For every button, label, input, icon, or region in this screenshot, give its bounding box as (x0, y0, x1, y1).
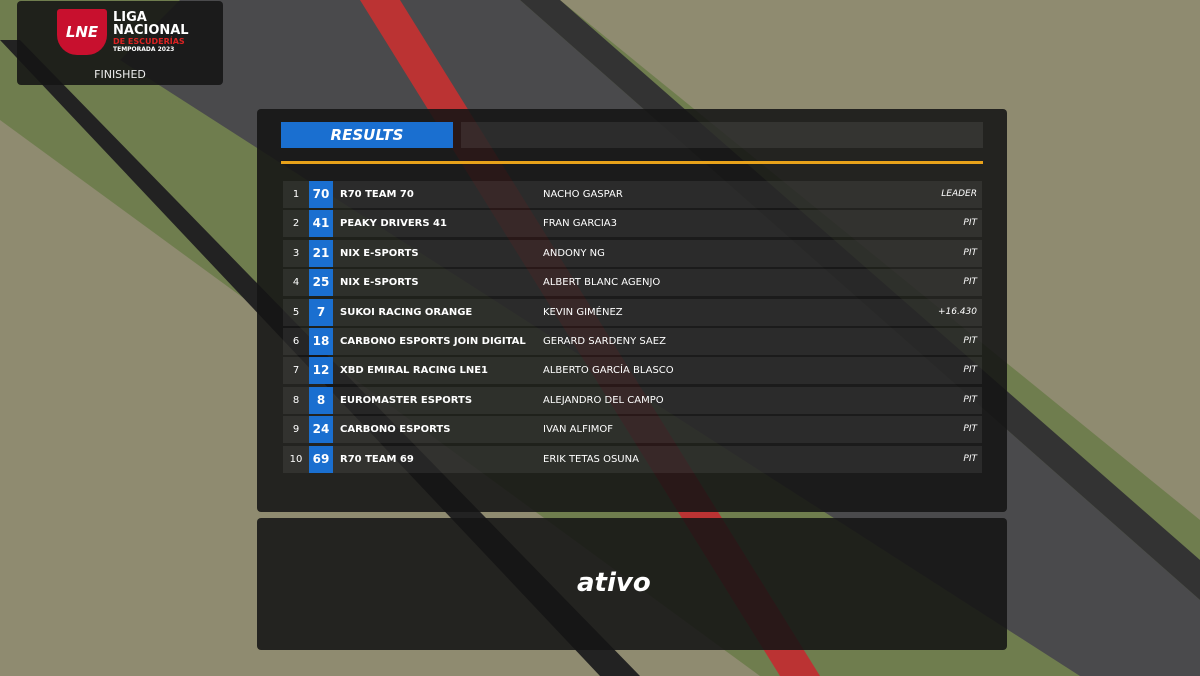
car-number: 12 (309, 357, 333, 385)
car-number: 69 (309, 445, 333, 473)
car-number: 7 (309, 298, 333, 326)
team-name: NIX E-SPORTS (340, 247, 419, 259)
result-row: 3 21 NIX E-SPORTS ANDONY NG PIT (283, 239, 982, 267)
result-row: 7 12 XBD EMIRAL RACING LNE1 ALBERTO GARCÍA … (283, 357, 982, 385)
position: 1 (292, 189, 300, 200)
car-number: 8 (309, 386, 333, 414)
gap-status: PIT (963, 336, 977, 346)
driver-name: ALBERT BLANC AGENJO (543, 277, 661, 289)
driver-name: ERIK TETAS OSUNA (543, 453, 639, 465)
team-name: SUKOI RACING ORANGE (340, 306, 473, 318)
car-number: 70 (309, 181, 333, 208)
driver-name: ANDONY NG (543, 247, 605, 259)
driver-name: GERARD SARDENY SAEZ (543, 336, 666, 347)
team-name: NIX E-SPORTS (340, 277, 419, 289)
position: 6 (292, 336, 300, 347)
driver-name: NACHO GASPAR (543, 189, 623, 200)
league-logo: LNE (57, 9, 107, 55)
result-row: 2 41 PEAKY DRIVERS 41 FRAN GARCIA3 PIT (283, 210, 982, 238)
results-panel: RESULTS 1 70 R70 TEAM 70 NACHO GASPAR LEADER… (257, 109, 1007, 512)
team-name: PEAKY DRIVERS 41 (340, 218, 447, 230)
title-bar (461, 122, 983, 148)
gap-status: PIT (963, 277, 977, 288)
position: 7 (292, 365, 300, 377)
league-subtitle: DE ESCUDERÍAS (113, 37, 185, 46)
gap-status: +16.430 (937, 306, 977, 317)
driver-name: IVAN ALFIMOF (543, 424, 614, 436)
position: 10 (289, 453, 303, 465)
gap-status: PIT (963, 394, 977, 405)
car-number: 41 (309, 210, 333, 238)
gap-status: PIT (963, 365, 977, 376)
gap-status: PIT (963, 453, 977, 464)
driver-name: KEVIN GIMÉNEZ (543, 306, 623, 318)
gap-status: PIT (963, 218, 977, 229)
position: 5 (292, 306, 300, 318)
gap-status: PIT (963, 424, 977, 435)
result-row: 8 8 EUROMASTER ESPORTS ALEJANDRO DEL CAMPO P… (283, 386, 982, 414)
league-name: LIGA NACIONAL (113, 10, 189, 38)
car-number: 25 (309, 269, 333, 297)
team-name: EUROMASTER ESPORTS (340, 394, 473, 406)
session-status: FINISHED (94, 68, 146, 81)
result-row: 6 18 CARBONO ESPORTS JOIN DIGITAL GERARD SA… (283, 328, 982, 355)
team-name: R70 TEAM 69 (340, 453, 414, 465)
position: 3 (292, 247, 300, 259)
position: 2 (292, 218, 300, 230)
result-row: 4 25 NIX E-SPORTS ALBERT BLANC AGENJO PIT (283, 269, 982, 297)
sponsor-logo: ativo (577, 568, 651, 598)
team-name: CARBONO ESPORTS JOIN DIGITAL (340, 336, 526, 347)
driver-name: FRAN GARCIA3 (543, 218, 617, 230)
result-row: 9 24 CARBONO ESPORTS IVAN ALFIMOF PIT (283, 416, 982, 444)
team-name: CARBONO ESPORTS (340, 424, 451, 436)
car-number: 24 (309, 416, 333, 444)
position: 9 (292, 424, 300, 436)
position: 4 (292, 277, 300, 289)
sponsor-panel: ativo (257, 518, 1007, 650)
driver-name: ALEJANDRO DEL CAMPO (543, 394, 664, 406)
season: TEMPORADA 2023 (113, 46, 175, 53)
result-row: 10 69 R70 TEAM 69 ERIK TETAS OSUNA PIT (283, 445, 982, 473)
team-name: XBD EMIRAL RACING LNE1 (340, 365, 488, 377)
car-number: 18 (309, 328, 333, 355)
position: 8 (292, 394, 300, 406)
results-title: RESULTS (281, 122, 453, 148)
team-name: R70 TEAM 70 (340, 189, 414, 200)
car-number: 21 (309, 239, 333, 267)
gap-status: LEADER (941, 189, 977, 199)
driver-name: ALBERTO GARCÍA BLASCO (543, 365, 674, 377)
gap-status: PIT (963, 247, 977, 258)
result-row: 1 70 R70 TEAM 70 NACHO GASPAR LEADER (283, 181, 982, 208)
result-row: 5 7 SUKOI RACING ORANGE KEVIN GIMÉNEZ +16.43… (283, 298, 982, 326)
divider (281, 161, 983, 164)
header-panel: LNE LIGA NACIONAL DE ESCUDERÍAS TEMPORAD… (17, 1, 223, 85)
